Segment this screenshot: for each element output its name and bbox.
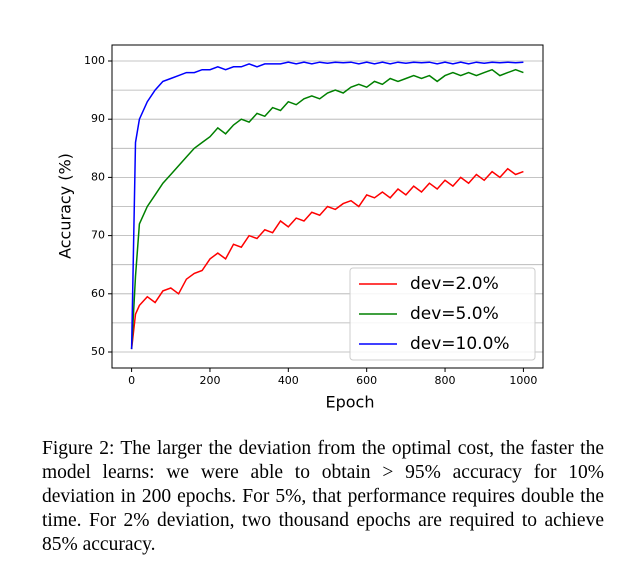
- x-tick-label: 0: [128, 374, 135, 387]
- x-tick-label: 200: [199, 374, 220, 387]
- y-tick-label: 100: [84, 54, 105, 67]
- series-line: [130, 167, 524, 350]
- x-tick-label: 400: [278, 374, 299, 387]
- legend-label: dev=10.0%: [410, 334, 510, 354]
- caption: Figure 2: The larger the deviation from …: [42, 438, 604, 555]
- y-axis-label: Accuracy (%): [56, 153, 75, 259]
- y-tick-label: 60: [91, 287, 105, 300]
- y-tick-label: 90: [91, 112, 105, 125]
- x-tick-label: 800: [435, 374, 456, 387]
- series-line: [130, 68, 524, 350]
- y-tick-label: 50: [91, 345, 105, 358]
- x-axis-label: Epoch: [326, 393, 375, 412]
- legend-box: [349, 267, 536, 361]
- plot-frame: [111, 44, 544, 369]
- legend-label: dev=5.0%: [410, 304, 499, 324]
- series-line: [130, 61, 524, 350]
- x-tick-label: 1000: [509, 374, 537, 387]
- y-tick-label: 70: [91, 229, 105, 242]
- x-tick-label: 600: [356, 374, 377, 387]
- legend-label: dev=2.0%: [410, 274, 499, 294]
- y-tick-label: 80: [91, 170, 105, 183]
